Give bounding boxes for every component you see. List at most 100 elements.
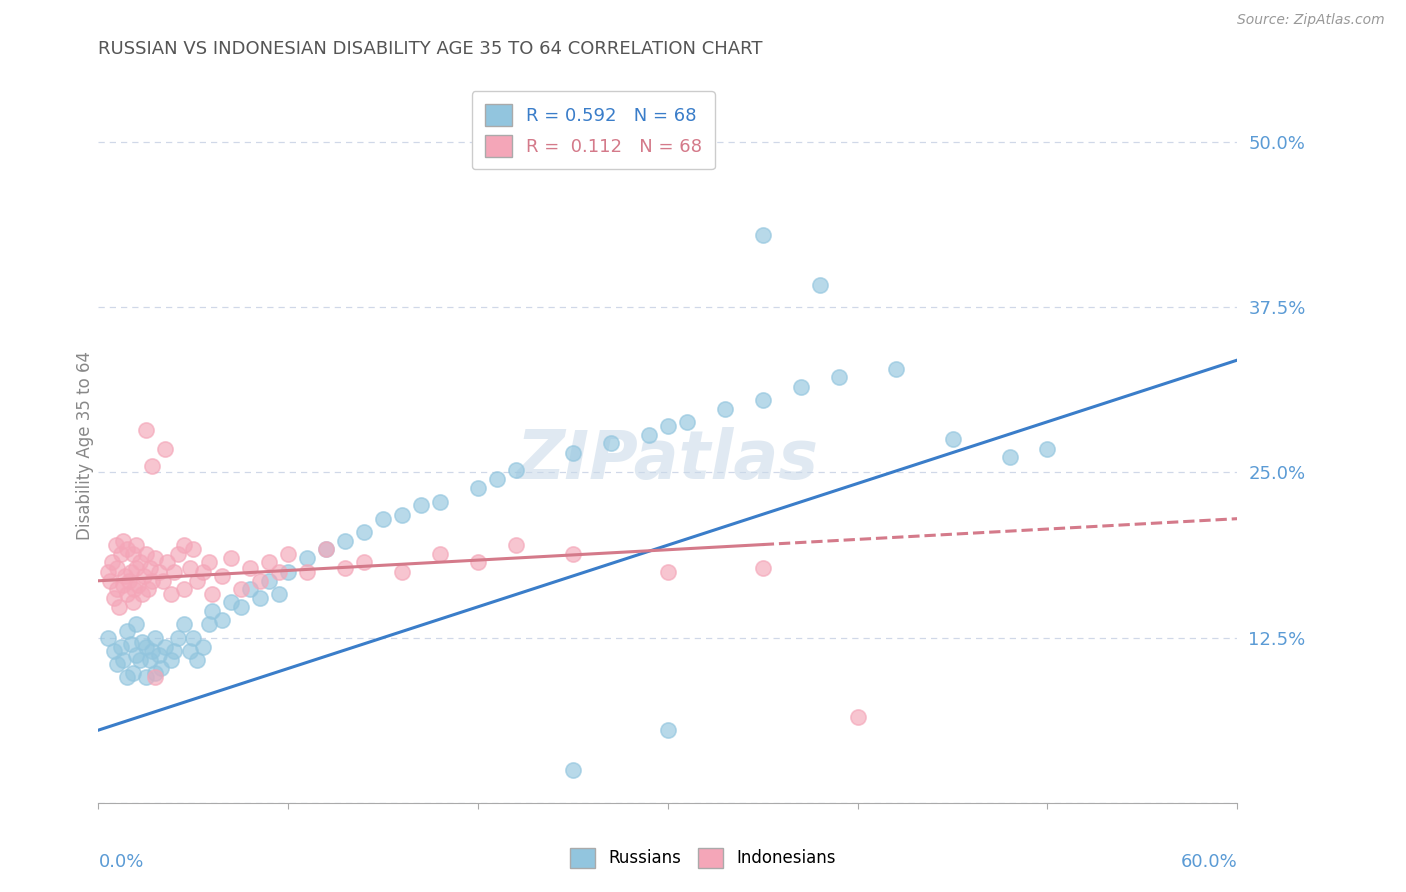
Point: [141, 458, 163, 473]
Point: [998, 450, 1021, 464]
Point: [108, 600, 131, 615]
Point: [315, 542, 337, 557]
Point: [159, 587, 181, 601]
Point: [714, 402, 737, 417]
Point: [138, 560, 160, 574]
Point: [145, 551, 167, 566]
Point: [107, 560, 129, 574]
Point: [371, 511, 394, 525]
Point: [942, 433, 965, 447]
Point: [186, 653, 208, 667]
Point: [148, 648, 170, 662]
Point: [249, 574, 271, 588]
Point: [179, 560, 201, 574]
Point: [211, 614, 233, 628]
Point: [112, 534, 135, 549]
Point: [121, 547, 143, 561]
Point: [107, 657, 129, 671]
Point: [129, 653, 152, 667]
Point: [148, 565, 170, 579]
Point: [121, 595, 143, 609]
Point: [179, 644, 201, 658]
Point: [429, 494, 451, 508]
Point: [115, 587, 138, 601]
Point: [131, 587, 153, 601]
Point: [197, 617, 219, 632]
Point: [505, 463, 527, 477]
Point: [107, 582, 129, 596]
Point: [125, 648, 148, 662]
Point: [121, 666, 143, 681]
Point: [97, 631, 120, 645]
Point: [229, 600, 252, 615]
Point: [115, 624, 138, 638]
Point: [752, 392, 775, 407]
Point: [277, 565, 299, 579]
Point: [335, 560, 357, 574]
Point: [125, 617, 148, 632]
Point: [112, 578, 135, 592]
Point: [138, 653, 160, 667]
Point: [173, 538, 195, 552]
Point: [411, 499, 433, 513]
Point: [221, 595, 243, 609]
Point: [486, 472, 509, 486]
Point: [429, 547, 451, 561]
Point: [600, 436, 623, 450]
Point: [124, 582, 146, 596]
Point: [267, 587, 290, 601]
Point: [391, 508, 413, 522]
Point: [125, 538, 148, 552]
Legend: Russians, Indonesians: Russians, Indonesians: [564, 841, 842, 875]
Point: [156, 555, 179, 569]
Point: [186, 574, 208, 588]
Point: [790, 379, 813, 393]
Point: [676, 415, 699, 429]
Point: [103, 591, 125, 605]
Point: [135, 670, 157, 684]
Point: [183, 542, 205, 557]
Point: [657, 723, 679, 738]
Point: [150, 661, 173, 675]
Point: [153, 442, 176, 456]
Point: [752, 560, 775, 574]
Point: [136, 582, 159, 596]
Point: [229, 582, 252, 596]
Point: [1036, 442, 1059, 456]
Point: [335, 534, 357, 549]
Point: [828, 370, 851, 384]
Point: [353, 524, 375, 539]
Point: [239, 582, 262, 596]
Point: [173, 617, 195, 632]
Point: [167, 547, 190, 561]
Point: [201, 604, 224, 618]
Point: [752, 227, 775, 242]
Point: [132, 568, 155, 582]
Text: ZIPatlas: ZIPatlas: [517, 427, 818, 493]
Point: [141, 574, 163, 588]
Point: [112, 653, 135, 667]
Point: [201, 587, 224, 601]
Point: [145, 666, 167, 681]
Point: [135, 640, 157, 654]
Point: [657, 419, 679, 434]
Point: [114, 568, 136, 582]
Point: [505, 538, 527, 552]
Point: [353, 555, 375, 569]
Point: [103, 644, 125, 658]
Point: [153, 640, 176, 654]
Point: [884, 362, 907, 376]
Point: [657, 565, 679, 579]
Point: [315, 542, 337, 557]
Point: [191, 565, 214, 579]
Legend: R = 0.592   N = 68, R =  0.112   N = 68: R = 0.592 N = 68, R = 0.112 N = 68: [472, 91, 714, 169]
Point: [131, 634, 153, 648]
Point: [562, 763, 585, 777]
Point: [115, 542, 138, 557]
Point: [297, 551, 319, 566]
Point: [145, 670, 167, 684]
Point: [141, 644, 163, 658]
Point: [191, 640, 214, 654]
Point: [297, 565, 319, 579]
Point: [163, 565, 186, 579]
